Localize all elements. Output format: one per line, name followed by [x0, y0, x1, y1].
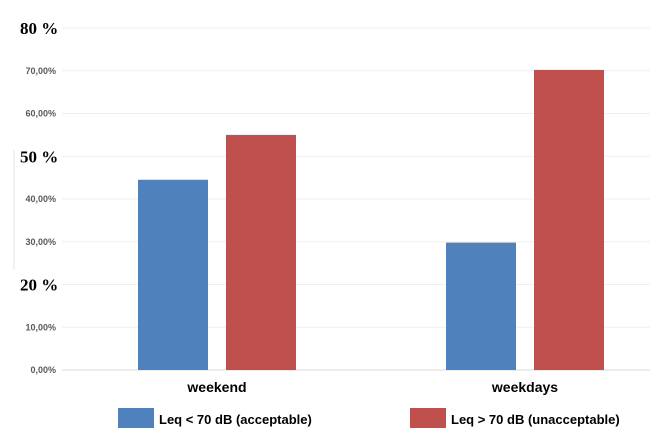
y-tick-label: 70,00%	[25, 66, 56, 76]
legend-label: Leq < 70 dB (acceptable)	[159, 412, 312, 427]
legend-label: Leq > 70 dB (unacceptable)	[451, 412, 620, 427]
overlay-percent-label: 50 %	[20, 147, 58, 166]
y-tick-label: 0,00%	[30, 365, 56, 375]
y-tick-label: 30,00%	[25, 237, 56, 247]
legend-swatch	[118, 408, 154, 428]
bars	[138, 69, 604, 371]
y-tick-label: 40,00%	[25, 194, 56, 204]
y-tick-label: 60,00%	[25, 109, 56, 119]
category-label: weekend	[186, 379, 246, 395]
legend: Leq < 70 dB (acceptable) Leq > 70 dB (una…	[118, 408, 620, 428]
bar-weekdays-series-1	[446, 242, 516, 370]
legend-swatch	[410, 408, 446, 428]
category-label: weekdays	[491, 379, 558, 395]
y-axis-ticks: 0,00% 10,00% 30,00% 40,00% 60,00% 70,00%	[25, 66, 56, 375]
bar-weekend-series-1	[138, 179, 208, 370]
bar-weekdays-series-2	[534, 69, 604, 371]
bar-weekend-series-2	[226, 134, 296, 370]
y-tick-label: 10,00%	[25, 322, 56, 332]
x-axis-categories: weekend weekdays	[186, 379, 558, 395]
overlay-percent-label: 20 %	[20, 276, 58, 295]
overlay-labels: 80 % 50 % 20 %	[20, 19, 58, 295]
overlay-percent-label: 80 %	[20, 19, 58, 38]
